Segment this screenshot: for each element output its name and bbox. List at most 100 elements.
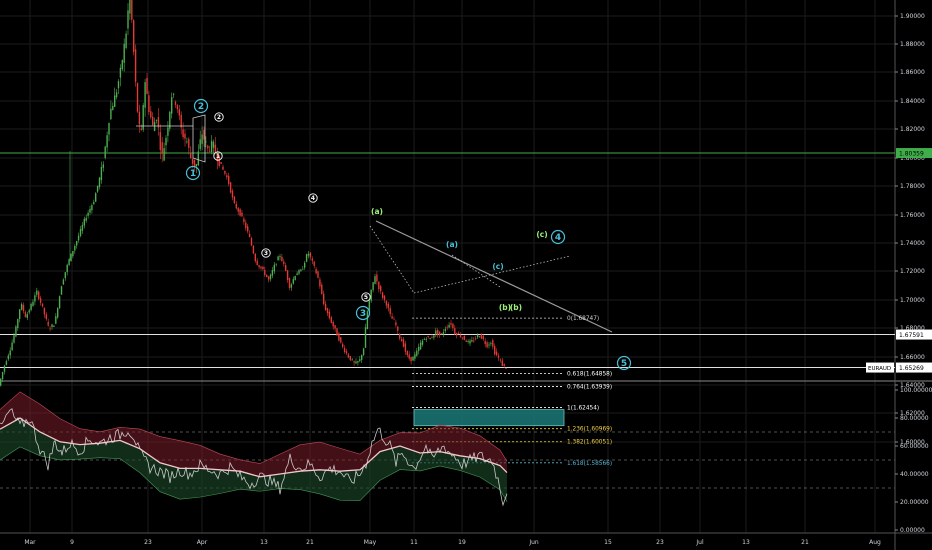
wave-label: 5: [621, 359, 627, 369]
candle-body: [349, 356, 351, 361]
wave-label: 4: [555, 233, 561, 243]
candle-body: [334, 325, 336, 329]
price-level-tag: [896, 362, 932, 373]
osc-band-edge: [0, 446, 508, 502]
price-tick-label: 1.80000: [900, 155, 925, 162]
fib-level-label: 1(1.62454): [567, 406, 599, 412]
candle-body: [366, 311, 369, 329]
candle-body: [364, 327, 367, 348]
time-tick-label: May: [364, 539, 377, 546]
candle-body: [114, 95, 116, 107]
time-tick-label: 23: [144, 539, 152, 546]
downtrend-line: [375, 220, 613, 333]
candle-body: [285, 265, 287, 272]
wave-label: (b): [510, 303, 522, 312]
candle-body: [480, 333, 483, 339]
candle-body: [148, 95, 150, 113]
fib-level-label: 0.618(1.64858): [567, 371, 612, 377]
candle-body: [397, 326, 399, 331]
candle-body: [83, 218, 85, 226]
candle-body: [467, 341, 469, 342]
candle-body: [155, 120, 158, 121]
candle-body: [218, 155, 220, 166]
candle-body: [381, 292, 384, 298]
candle-body: [431, 337, 433, 339]
candle-body: [167, 127, 169, 136]
dotted-leg-line: [369, 225, 415, 294]
candle-body: [340, 337, 342, 343]
candle-body: [273, 264, 275, 272]
candle-body: [197, 151, 199, 166]
time-tick-label: Mar: [24, 539, 36, 546]
wave-label-circle: [361, 292, 371, 302]
candle-body: [11, 342, 13, 351]
candle-body: [490, 343, 492, 345]
candle-body: [100, 167, 103, 181]
candle-body: [191, 158, 194, 164]
candle-body: [41, 303, 44, 307]
candle-body: [326, 308, 329, 314]
candle-body: [133, 20, 135, 52]
candle-body: [336, 328, 338, 336]
candle-body: [465, 340, 467, 342]
candle-body: [421, 340, 424, 345]
wave-label: 2: [198, 102, 204, 112]
candle-body: [9, 350, 11, 356]
wave-label: (a): [446, 240, 458, 249]
candle-body: [129, 0, 131, 14]
candle-body: [283, 261, 285, 264]
price-tick-label: 1.90000: [900, 13, 925, 20]
candle-body: [184, 133, 186, 139]
candle-body: [146, 77, 148, 94]
time-tick-label: Apr: [197, 539, 208, 546]
wave-label: 2: [217, 114, 221, 121]
candle-body: [51, 324, 53, 327]
time-tick-label: 23: [656, 539, 664, 546]
candle-body: [484, 340, 486, 345]
candle-body: [178, 109, 180, 116]
candle-body: [0, 378, 2, 386]
candle-body: [452, 323, 454, 329]
candle-body: [353, 361, 355, 363]
candle-body: [36, 290, 38, 295]
candle-body: [214, 144, 217, 153]
candle-body: [209, 150, 211, 152]
candle-body: [264, 270, 266, 276]
osc-tick-label: 40.00000: [900, 471, 929, 478]
candle-body: [383, 295, 386, 301]
candle-body: [72, 250, 74, 257]
candle-body: [294, 276, 296, 280]
candle-body: [345, 351, 348, 354]
candle-body: [486, 342, 488, 348]
candle-body: [286, 270, 289, 280]
candle-body: [372, 282, 374, 291]
candle-body: [1, 372, 4, 380]
candle-body: [19, 309, 21, 320]
wave-label-circle: [616, 355, 632, 371]
candle-body: [245, 222, 247, 229]
candle-body: [302, 268, 304, 270]
candle-body: [172, 93, 175, 95]
candle-body: [140, 128, 142, 130]
candle-body: [150, 111, 152, 118]
price-level-label: 1.80359: [899, 151, 924, 158]
price-tick-label: 1.64000: [900, 382, 925, 389]
candle-body: [399, 333, 401, 339]
candle-body: [205, 141, 207, 143]
osc-tick-label: 100.00000: [900, 387, 932, 394]
candle-body: [359, 359, 361, 361]
time-tick-label: 13: [742, 539, 750, 546]
wave-box: [136, 114, 206, 163]
price-tick-label: 1.88000: [900, 41, 925, 48]
candle-body: [402, 339, 405, 347]
time-tick-label: 13: [260, 539, 268, 546]
candle-body: [134, 49, 137, 82]
wave-label-circle: [214, 112, 224, 122]
candle-body: [138, 111, 141, 125]
price-tick-label: 1.66000: [900, 354, 925, 361]
candle-body: [475, 338, 477, 340]
wave-label: (c): [492, 262, 503, 271]
dotted-leg-line: [451, 254, 501, 288]
candle-body: [471, 340, 473, 342]
candle-body: [254, 253, 256, 262]
